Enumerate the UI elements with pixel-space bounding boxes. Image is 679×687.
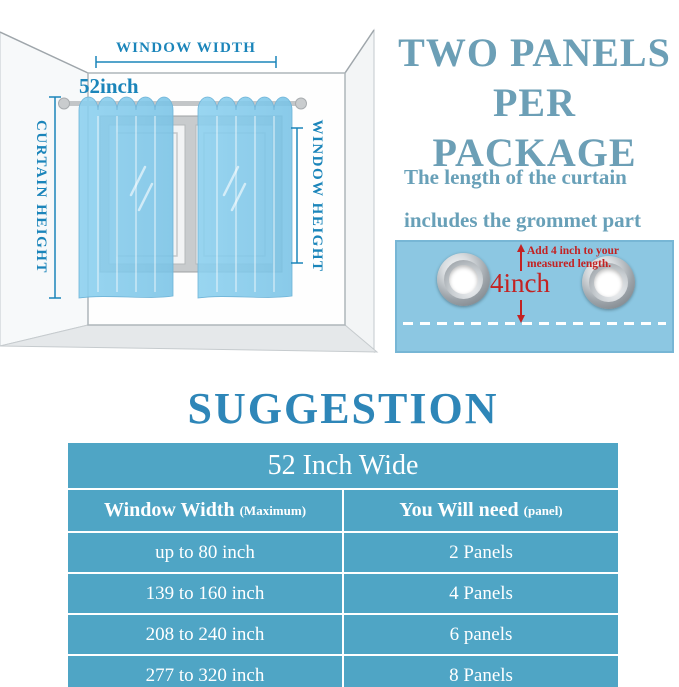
col-header-you-will-need-sub: (panel) xyxy=(523,502,563,518)
col-header-window-width: Window Width (Maximum) xyxy=(68,490,342,531)
grommet-right-icon xyxy=(582,256,635,309)
suggestion-table: 52 Inch Wide Window Width (Maximum) You … xyxy=(68,443,618,687)
two-panels-title: TWO PANELS PER PACKAGE xyxy=(390,28,679,178)
curtain-length-note-line2: includes the grommet part xyxy=(404,208,641,232)
table-row-1-panels: 2 Panels xyxy=(344,533,618,572)
curtain-shine-right xyxy=(222,165,247,212)
table-row-2-panels: 4 Panels xyxy=(344,574,618,613)
col-header-window-width-sub: (Maximum) xyxy=(239,502,307,518)
arrow-up-icon xyxy=(517,244,525,252)
grommet-measure-label: 4inch xyxy=(490,268,550,298)
curtain-length-note: The length of the curtain includes the g… xyxy=(404,156,674,242)
curtain-height-label: CURTAIN HEIGHT xyxy=(33,120,49,274)
add-length-note-line2: measured length. xyxy=(527,258,612,270)
curtain-length-note-line1: The length of the curtain xyxy=(404,165,627,189)
width-value-label: 52inch xyxy=(79,74,139,98)
curtain-panel-left xyxy=(78,96,174,299)
table-row-3-width: 208 to 240 inch xyxy=(68,615,342,654)
window-width-label: WINDOW WIDTH xyxy=(116,40,256,56)
arrow-down-icon xyxy=(517,315,525,323)
measure-curtain-height xyxy=(49,96,61,299)
two-panels-title-line2: PER PACKAGE xyxy=(432,80,637,175)
grommet-left-icon xyxy=(437,253,490,306)
grommet-figure: 4inch Add 4 inch to your measured length… xyxy=(395,240,674,353)
add-length-note-line1: Add 4 inch to your xyxy=(527,245,620,257)
hem-dashed-line xyxy=(403,322,666,325)
suggestion-heading: SUGGESTION xyxy=(187,384,499,433)
window-height-label: WINDOW HEIGHT xyxy=(309,120,325,273)
table-title: 52 Inch Wide xyxy=(68,443,618,488)
measure-window-height xyxy=(291,127,303,264)
add-length-note: Add 4 inch to your measured length. xyxy=(527,245,642,271)
table-row-3-panels: 6 panels xyxy=(344,615,618,654)
col-header-window-width-main: Window Width xyxy=(103,499,235,521)
curtain-shine-left xyxy=(129,165,154,212)
ceiling-corner-right xyxy=(344,29,375,74)
two-panels-title-line1: TWO PANELS xyxy=(398,30,671,75)
ceiling-corner-left xyxy=(0,31,89,74)
table-row-2-width: 139 to 160 inch xyxy=(68,574,342,613)
curtain-panel-right xyxy=(197,96,293,299)
room-diagram: WINDOW WIDTH 52inch CURTAIN HEIGHT WINDO… xyxy=(0,28,379,354)
table-row-4-panels: 8 Panels xyxy=(344,656,618,687)
col-header-you-will-need: You Will need (panel) xyxy=(344,490,618,531)
arrow-up-line xyxy=(520,251,522,271)
col-header-you-will-need-main: You Will need xyxy=(399,499,519,521)
measure-window-width xyxy=(95,56,277,68)
right-wall xyxy=(344,28,375,354)
arrow-down-line xyxy=(520,300,522,316)
table-row-1-width: up to 80 inch xyxy=(68,533,342,572)
table-row-4-width: 277 to 320 inch xyxy=(68,656,342,687)
